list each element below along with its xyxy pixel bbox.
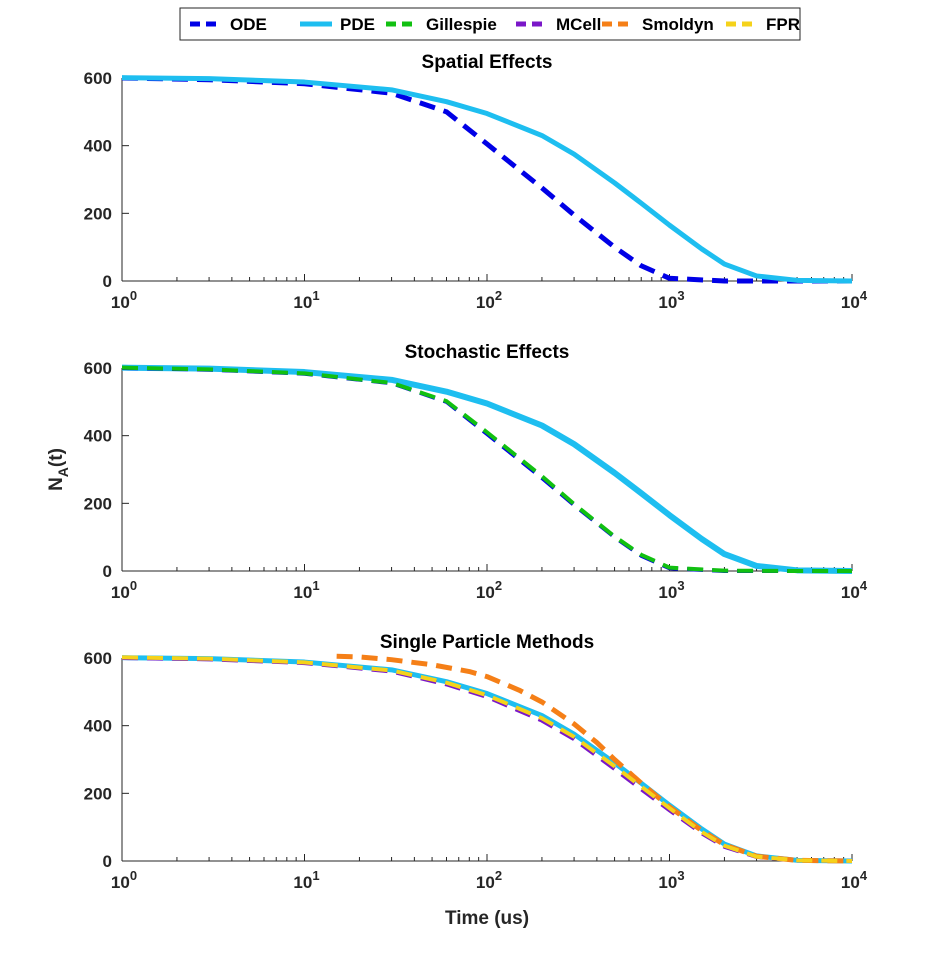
series-line-ode	[121, 366, 852, 573]
y-tick-label: 400	[84, 427, 112, 446]
x-axis-label: Time (us)	[445, 908, 529, 929]
x-tick-label: 103	[658, 868, 684, 892]
legend-item-fpr[interactable]: FPR	[726, 15, 800, 34]
legend-label: PDE	[340, 15, 375, 34]
x-tick-label: 101	[293, 288, 319, 312]
series-line-ode	[121, 75, 852, 284]
panel-1: Spatial Effects 0 200 400 600 100 101 102 103 104	[84, 52, 868, 312]
legend-item-smoldyn[interactable]: Smoldyn	[602, 15, 714, 34]
legend-item-gillespie[interactable]: Gillespie	[386, 15, 497, 34]
y-tick-label: 400	[84, 137, 112, 156]
legend: ODE PDE Gillespie MCell Smoldyn FPR	[179, 7, 801, 41]
chart-title: Stochastic Effects	[405, 342, 570, 363]
x-tick-label: 102	[476, 288, 502, 312]
series-line-smoldyn	[336, 653, 853, 864]
legend-item-pde[interactable]: PDE	[300, 15, 375, 34]
series-line-gillespie	[121, 365, 852, 573]
x-tick-label: 100	[111, 868, 137, 892]
x-tick-label: 104	[841, 578, 868, 602]
legend-box	[179, 7, 801, 41]
y-tick-label: 600	[84, 649, 112, 668]
legend-label: MCell	[556, 15, 601, 34]
y-tick-label: 0	[103, 272, 112, 291]
x-tick-label: 101	[293, 578, 319, 602]
panel-3: Single Particle Methods 0 200 400 600 100 101 1…	[84, 632, 868, 929]
y-tick-label: 600	[84, 359, 112, 378]
x-tick-label: 100	[111, 578, 137, 602]
legend-label: ODE	[230, 15, 267, 34]
x-tick-label: 102	[476, 868, 502, 892]
x-tick-label: 102	[476, 578, 502, 602]
series-line-fpr	[121, 655, 853, 863]
panels: Spatial Effects 0 200 400 600 100 101 102 103 104…	[46, 52, 868, 929]
y-tick-label: 0	[103, 852, 112, 871]
series-line-mcell	[121, 656, 853, 863]
x-tick-label: 104	[841, 868, 868, 892]
chart-title: Single Particle Methods	[380, 632, 594, 653]
panel-2: Stochastic Effects 0 200 400 600 100 101 102 103…	[46, 342, 868, 602]
x-tick-label: 104	[841, 288, 868, 312]
y-tick-label: 0	[103, 562, 112, 581]
series-line-pde	[121, 364, 853, 574]
series-line-pde	[121, 655, 853, 864]
y-tick-label: 400	[84, 717, 112, 736]
legend-label: Smoldyn	[642, 15, 714, 34]
y-axis-label: NA(t)	[46, 448, 71, 491]
legend-item-ode[interactable]: ODE	[190, 15, 267, 34]
x-tick-label: 103	[658, 578, 684, 602]
y-tick-label: 200	[84, 204, 112, 223]
chart-title: Spatial Effects	[422, 52, 553, 73]
x-tick-label: 100	[111, 288, 137, 312]
x-tick-label: 103	[658, 288, 684, 312]
x-tick-label: 101	[293, 868, 319, 892]
y-tick-label: 200	[84, 494, 112, 513]
series-line-pde	[121, 75, 853, 284]
y-tick-label: 600	[84, 69, 112, 88]
y-tick-label: 200	[84, 784, 112, 803]
legend-item-mcell[interactable]: MCell	[516, 15, 601, 34]
legend-label: FPR	[766, 15, 800, 34]
legend-label: Gillespie	[426, 15, 497, 34]
